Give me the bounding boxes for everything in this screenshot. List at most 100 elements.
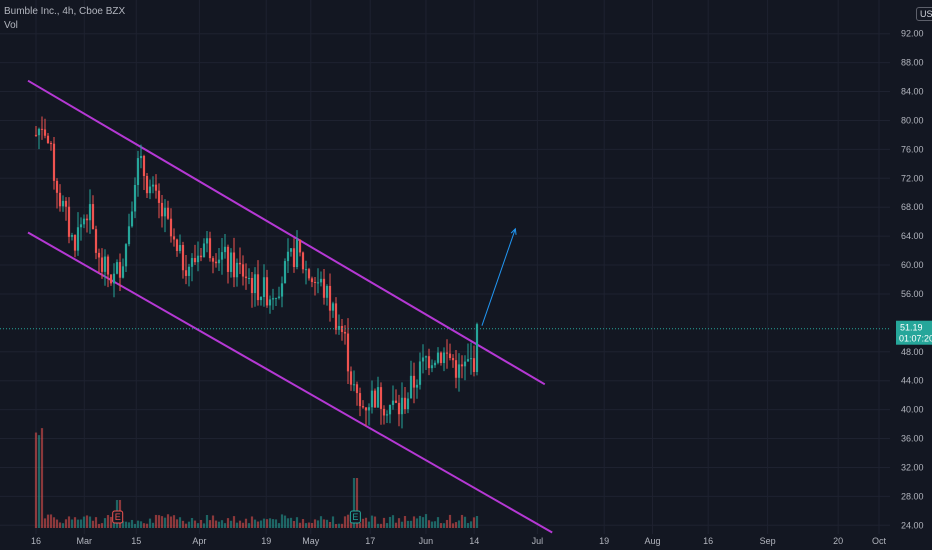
volume-bar bbox=[376, 523, 380, 528]
volume-indicator-label[interactable]: Vol bbox=[4, 20, 18, 31]
candle-body bbox=[226, 246, 230, 272]
candle-body bbox=[283, 261, 287, 284]
time-axis[interactable]: 16 Mar 15 Apr 19 May 17 Jun 14 Jul 19 Aug 16 Sep 20 Oct bbox=[31, 536, 887, 546]
price-tick-label: 28.00 bbox=[901, 491, 924, 501]
volume-bar bbox=[457, 520, 461, 528]
symbol-title[interactable]: Bumble Inc., 4h, Cboe BZX bbox=[4, 6, 126, 17]
candle-body bbox=[442, 352, 446, 364]
time-tick-label: 14 bbox=[469, 536, 479, 546]
candle-body bbox=[334, 303, 338, 330]
candle-body bbox=[46, 135, 50, 144]
candle-body bbox=[325, 285, 329, 298]
candle-body bbox=[148, 186, 152, 194]
volume-bar bbox=[454, 522, 458, 528]
candle-body bbox=[118, 262, 122, 278]
candle-body bbox=[172, 236, 176, 240]
volume-bar bbox=[52, 517, 56, 528]
candle-body bbox=[292, 248, 296, 268]
price-tick-label: 40.00 bbox=[901, 405, 924, 415]
candle-body bbox=[343, 331, 347, 334]
currency-badge[interactable]: USD bbox=[916, 7, 932, 21]
price-tick-label: 72.00 bbox=[901, 173, 924, 183]
volume-bar bbox=[427, 520, 431, 528]
candle-body bbox=[241, 264, 245, 277]
candle-body bbox=[265, 277, 269, 306]
price-tick-label: 48.00 bbox=[901, 347, 924, 357]
candle-body bbox=[313, 281, 317, 283]
volume-bar bbox=[325, 519, 329, 528]
candle-body bbox=[277, 296, 281, 298]
volume-bar bbox=[331, 516, 335, 528]
volume-bar bbox=[469, 521, 473, 528]
candle-body bbox=[175, 239, 179, 251]
volume-bar bbox=[391, 515, 395, 528]
volume-bar bbox=[205, 514, 209, 528]
candle-body bbox=[238, 262, 242, 265]
candle-body bbox=[166, 207, 170, 219]
projection-arrow[interactable] bbox=[481, 227, 517, 326]
time-tick-label: Jul bbox=[532, 536, 544, 546]
bar-countdown-label: 01:07:20 bbox=[899, 334, 932, 344]
volume-bar bbox=[463, 516, 467, 528]
candle-body bbox=[244, 276, 248, 279]
candle-body bbox=[346, 333, 350, 372]
volume-bar bbox=[175, 519, 179, 528]
candle-body bbox=[214, 261, 218, 264]
candle-body bbox=[229, 252, 233, 272]
price-tick-label: 92.00 bbox=[901, 29, 924, 39]
candle-body bbox=[418, 361, 422, 385]
volume-bar bbox=[73, 517, 77, 528]
candle-body bbox=[376, 387, 380, 408]
volume-bar bbox=[241, 522, 245, 528]
chart-grid bbox=[0, 0, 890, 534]
candle-body bbox=[106, 256, 110, 275]
candle-body bbox=[160, 202, 164, 217]
time-tick-label: 19 bbox=[261, 536, 271, 546]
candle-body bbox=[49, 143, 53, 145]
candle-body bbox=[76, 227, 80, 251]
candle-body bbox=[178, 245, 182, 251]
volume-bar bbox=[397, 518, 401, 528]
volume-bar bbox=[415, 518, 419, 528]
candle-body bbox=[424, 356, 428, 358]
volume-bar bbox=[268, 518, 272, 528]
volume-bar bbox=[271, 519, 275, 528]
earnings-badge-label: E bbox=[352, 512, 358, 522]
candle-body bbox=[427, 356, 431, 369]
candle-body bbox=[451, 358, 455, 361]
volume-bar bbox=[214, 520, 218, 528]
volume-bar bbox=[94, 517, 98, 528]
price-tick-label: 60.00 bbox=[901, 260, 924, 270]
candle-body bbox=[445, 352, 449, 354]
volume-bar bbox=[217, 521, 221, 528]
volume-bar bbox=[106, 515, 110, 528]
descending-channel[interactable] bbox=[27, 79, 553, 534]
candle-body bbox=[37, 128, 41, 136]
volume-bar bbox=[421, 517, 425, 528]
volume-bar bbox=[292, 521, 296, 528]
price-axis[interactable]: 92.00 88.00 84.00 80.00 76.00 72.00 68.00 64.00… bbox=[901, 29, 924, 531]
volume-bar bbox=[460, 514, 464, 528]
time-tick-label: 16 bbox=[703, 536, 713, 546]
volume-bar bbox=[400, 521, 404, 528]
volume-bar bbox=[64, 519, 68, 528]
candle-body bbox=[295, 239, 299, 268]
candle-body bbox=[82, 218, 86, 225]
volume-bar bbox=[67, 516, 71, 528]
candle-body bbox=[250, 278, 254, 294]
volume-bar bbox=[58, 522, 62, 528]
candle-body bbox=[460, 364, 464, 367]
candle-body bbox=[328, 285, 332, 311]
candle-body bbox=[187, 266, 191, 276]
candle-body bbox=[259, 296, 263, 301]
candle-body bbox=[193, 258, 197, 263]
candle-body bbox=[439, 352, 443, 364]
candle-body bbox=[298, 239, 302, 253]
volume-bar bbox=[436, 517, 440, 528]
candle-body bbox=[415, 384, 419, 388]
volume-bar bbox=[55, 519, 59, 528]
candle-body bbox=[61, 200, 65, 207]
volume-bar bbox=[403, 516, 407, 528]
